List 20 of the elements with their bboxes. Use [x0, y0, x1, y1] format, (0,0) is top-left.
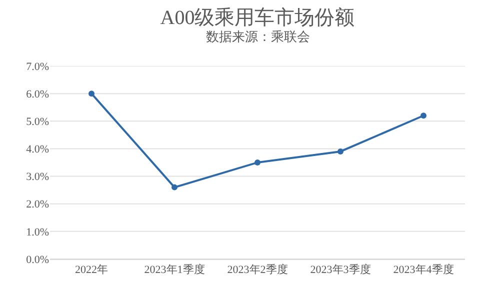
point — [172, 184, 178, 190]
x-tick-label: 2023年1季度 — [144, 263, 205, 276]
y-tick-label: 1.0% — [26, 226, 49, 238]
x-tick-label: 2023年4季度 — [393, 263, 454, 276]
y-tick-label: 7.0% — [26, 60, 49, 73]
y-tick-label: 5.0% — [26, 116, 49, 128]
y-tick-label: 6.0% — [26, 88, 49, 100]
point — [420, 112, 426, 119]
chart-subtitle: 数据来源：乘联会 — [206, 29, 310, 44]
x-tick-label: 2023年2季度 — [227, 263, 288, 276]
point — [254, 160, 260, 166]
x-tick-label: 2022年 — [75, 264, 108, 276]
y-tick-label: 0.0% — [26, 254, 49, 266]
y-tick-label: 3.0% — [26, 171, 49, 184]
y-tick-label: 2.0% — [26, 198, 49, 211]
point — [338, 148, 344, 154]
point — [88, 90, 94, 97]
y-tick-label: 4.0% — [26, 144, 49, 156]
chart-title: A00级乘用车市场份额 — [160, 7, 355, 30]
x-tick-label: 2023年3季度 — [310, 263, 371, 276]
